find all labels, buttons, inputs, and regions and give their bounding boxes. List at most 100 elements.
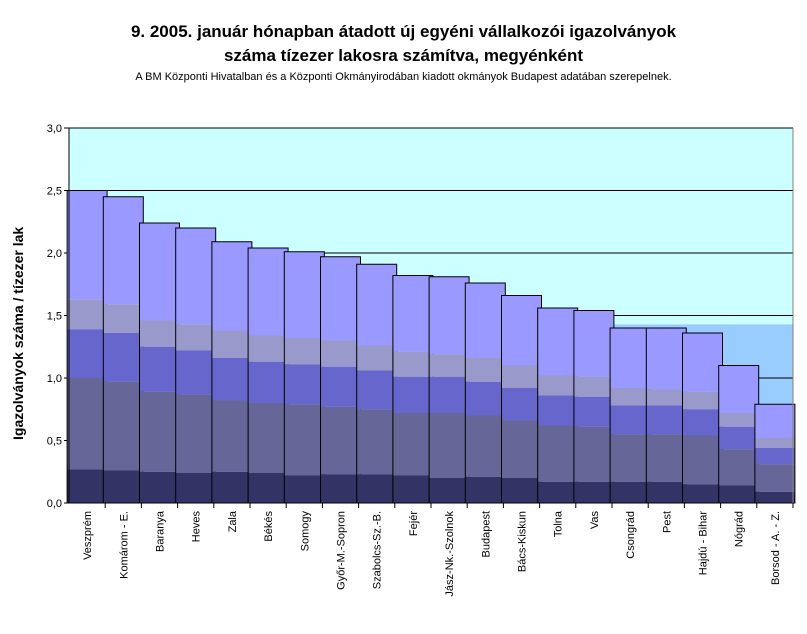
bar-segment bbox=[320, 474, 361, 503]
x-tick-label: Zala bbox=[227, 510, 239, 532]
bar-segment bbox=[67, 329, 108, 378]
bar-segment bbox=[718, 449, 759, 486]
bar-segment bbox=[465, 476, 506, 503]
bar-segment bbox=[175, 394, 216, 473]
bar-segment bbox=[67, 299, 108, 330]
bar-segment bbox=[465, 381, 506, 416]
y-tick-label: 0,5 bbox=[47, 436, 62, 448]
bar-segment bbox=[754, 404, 795, 438]
bar-segment bbox=[465, 415, 506, 477]
bar-segment bbox=[610, 481, 651, 503]
bar-segment bbox=[573, 376, 614, 397]
bar-segment bbox=[356, 370, 397, 410]
bar-segment bbox=[718, 413, 759, 427]
x-tick-label: Szabolcs-Sz.-B. bbox=[372, 511, 384, 589]
bar-segment bbox=[501, 295, 542, 366]
bar-segment bbox=[610, 434, 651, 482]
bar-segment bbox=[139, 391, 180, 472]
bar-segment bbox=[429, 413, 470, 478]
bar-segment bbox=[610, 328, 651, 388]
bar-segment bbox=[646, 389, 687, 406]
bar-segment bbox=[682, 484, 723, 503]
x-tick-label: Budapest bbox=[480, 511, 492, 557]
y-tick-label: 1,0 bbox=[47, 373, 62, 385]
x-tick-label: Fejér bbox=[408, 511, 420, 536]
bar-segment bbox=[718, 426, 759, 450]
bar-segment bbox=[646, 328, 687, 390]
bar-segment bbox=[754, 448, 795, 465]
bar-segment bbox=[501, 388, 542, 421]
bar-segment bbox=[139, 320, 180, 347]
bar-segment bbox=[537, 308, 578, 376]
bar-segment bbox=[682, 409, 723, 436]
bar-segment bbox=[248, 473, 289, 503]
bar-segment bbox=[754, 438, 795, 448]
x-tick-label: Bács-Kiskun bbox=[517, 511, 529, 572]
x-tick-label: Csongrád bbox=[625, 511, 637, 559]
bar-segment bbox=[429, 376, 470, 413]
bar-segment bbox=[284, 364, 325, 405]
bar-segment bbox=[392, 413, 433, 476]
bar-segment bbox=[429, 354, 470, 377]
y-tick-label: 1,5 bbox=[47, 311, 62, 323]
bar-segment bbox=[718, 365, 759, 413]
bar-segment bbox=[682, 435, 723, 485]
bar-segment bbox=[646, 481, 687, 503]
bar-segment bbox=[284, 404, 325, 476]
bar-segment bbox=[537, 425, 578, 482]
bar-segment bbox=[248, 335, 289, 362]
bar-segment bbox=[175, 324, 216, 351]
bar-segment bbox=[465, 283, 506, 358]
bar-segment bbox=[610, 388, 651, 406]
bar-segment bbox=[211, 358, 252, 401]
bar-segment bbox=[392, 376, 433, 413]
chart-title-line2: száma tízezer lakosra számítva, megyénké… bbox=[223, 46, 584, 65]
x-tick-label: Baranya bbox=[155, 510, 167, 552]
bar-segment bbox=[754, 491, 795, 503]
bar-segment bbox=[175, 350, 216, 395]
bar-segment bbox=[501, 420, 542, 478]
bar-segment bbox=[211, 471, 252, 503]
bar-segment bbox=[284, 338, 325, 365]
bar-segment bbox=[356, 264, 397, 346]
x-tick-label: Nógrád bbox=[734, 511, 746, 547]
bar-segment bbox=[320, 340, 361, 367]
x-tick-label: Borsod - A. - Z. bbox=[770, 511, 782, 585]
bar-segment bbox=[429, 276, 470, 355]
bar-segment bbox=[501, 365, 542, 388]
y-tick-label: 3,0 bbox=[47, 123, 62, 135]
bar-segment bbox=[429, 478, 470, 503]
bar-segment bbox=[139, 471, 180, 503]
x-tick-label: Komárom - E. bbox=[118, 511, 130, 579]
bar-segment bbox=[211, 241, 252, 331]
x-tick-label: Békés bbox=[263, 511, 275, 542]
background-band bbox=[69, 128, 793, 191]
bar-segment bbox=[67, 378, 108, 470]
bar-segment bbox=[284, 475, 325, 503]
bar-segment bbox=[501, 478, 542, 503]
x-tick-label: Vas bbox=[589, 511, 601, 530]
bar-segment bbox=[103, 304, 144, 333]
chart-subtitle: A BM Központi Hivatalban és a Központi O… bbox=[135, 71, 672, 83]
bar-segment bbox=[718, 485, 759, 503]
bar-segment bbox=[284, 251, 325, 338]
y-tick-label: 2,0 bbox=[47, 248, 62, 260]
bar-segment bbox=[646, 434, 687, 482]
bar-segment bbox=[356, 409, 397, 475]
bar-segment bbox=[754, 464, 795, 492]
bar-segment bbox=[573, 310, 614, 377]
x-tick-label: Győr-M.-Sopron bbox=[336, 511, 348, 590]
bar-segment bbox=[356, 345, 397, 371]
x-tick-label: Heves bbox=[191, 511, 203, 543]
bar-segment bbox=[682, 333, 723, 392]
bar-segment bbox=[248, 361, 289, 403]
bar-segment bbox=[537, 481, 578, 503]
bar-segment bbox=[392, 351, 433, 377]
x-tick-label: Pest bbox=[661, 511, 673, 533]
bar-segment bbox=[139, 346, 180, 392]
bar-segment bbox=[103, 470, 144, 503]
bar-segment bbox=[211, 330, 252, 358]
x-tick-label: Jász-Nk.-Szolnok bbox=[444, 511, 456, 597]
y-tick-label: 0,0 bbox=[47, 498, 62, 510]
x-tick-label: Tolna bbox=[553, 510, 565, 537]
